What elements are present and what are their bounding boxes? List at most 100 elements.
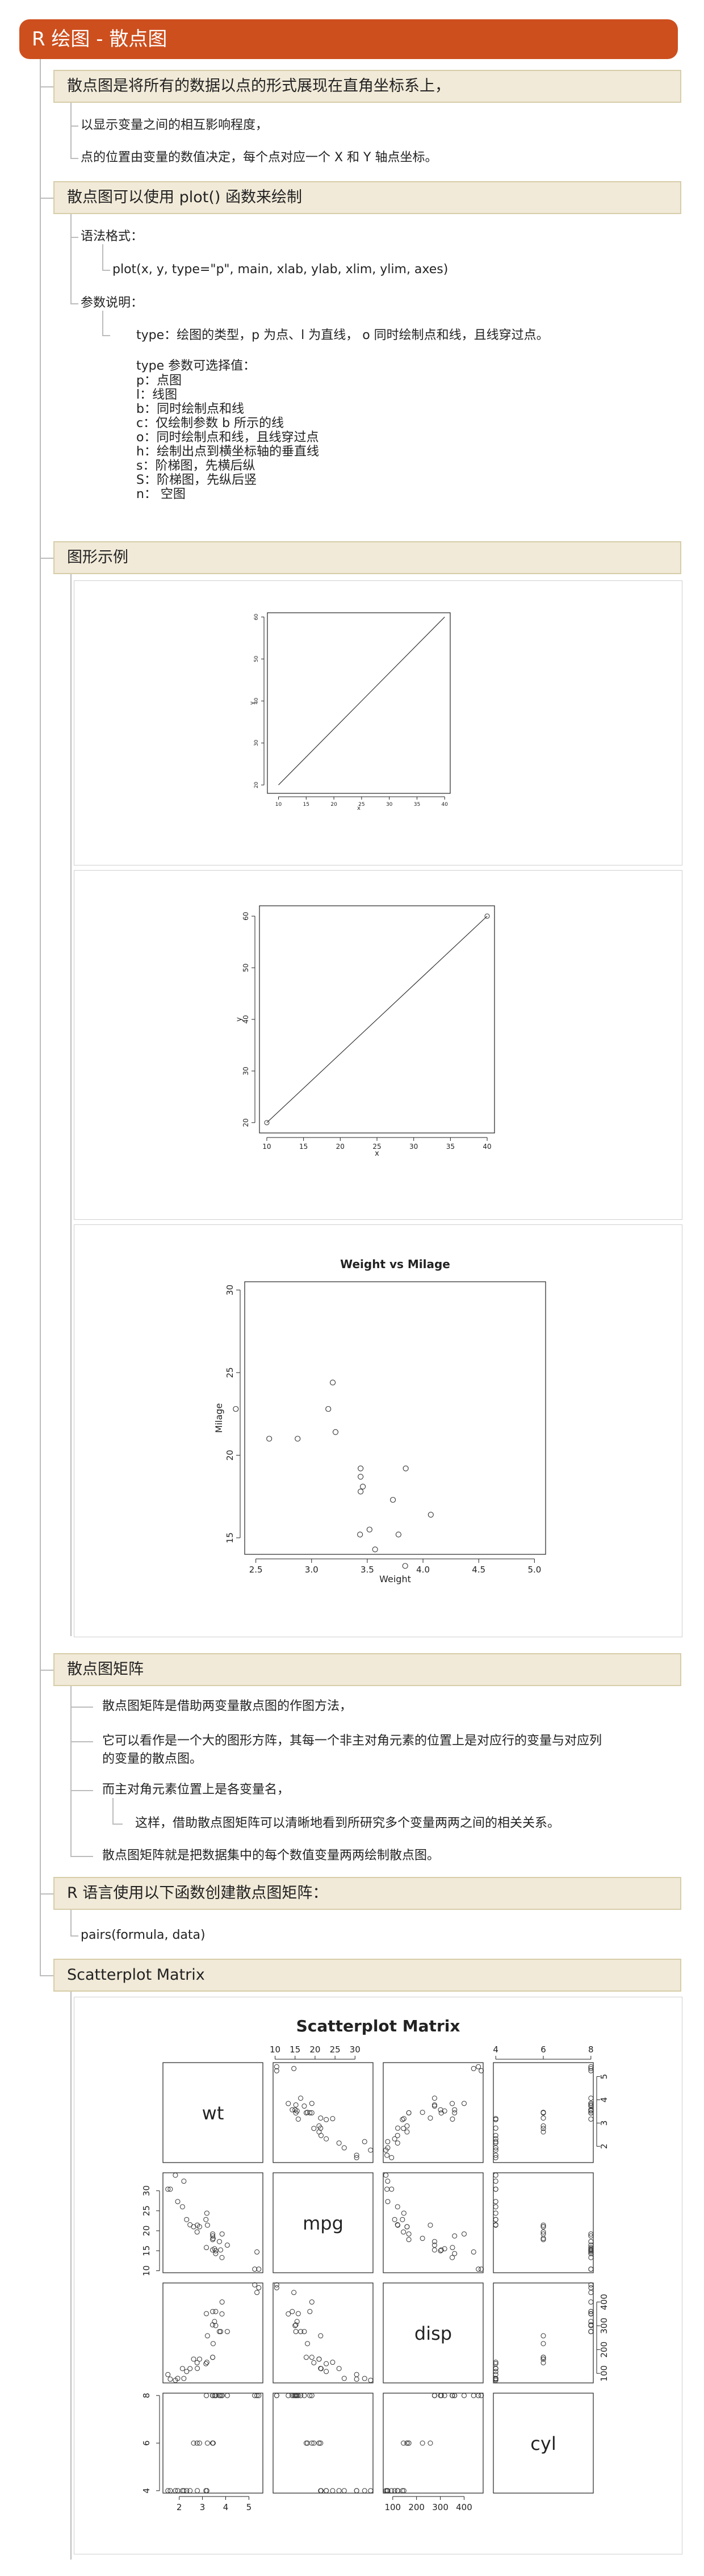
data-point: [358, 1488, 364, 1495]
data-point: [210, 2237, 216, 2243]
data-point: [167, 2488, 173, 2494]
y-tick-label: 40: [254, 697, 259, 704]
data-point: [256, 2266, 262, 2272]
data-point: [493, 2377, 498, 2383]
data-point: [291, 2290, 297, 2295]
data-point: [588, 2064, 594, 2069]
section-text: 而主对角元素位置上是各变量名，: [102, 1783, 290, 1797]
weight-vs-milage-chart: 2.5 3.0 3.5 4.0 4.5 5.0 15 20 25 30 Weight Milage We…: [213, 1257, 546, 1584]
x-tick-label: 10: [275, 802, 282, 808]
data-point: [493, 2132, 498, 2138]
data-point: [324, 2361, 329, 2366]
data-point: [385, 2199, 391, 2205]
x-tick-label: 5.0: [527, 1565, 541, 1575]
section-text: 散点图矩阵就是把数据集中的每个数值变量两两绘制散点图。: [102, 1849, 440, 1863]
data-point: [290, 2107, 295, 2113]
axis-tick-label: 25: [141, 2205, 152, 2216]
data-point: [588, 2309, 594, 2314]
data-point: [493, 2186, 498, 2192]
matrix-panel: [273, 2282, 374, 2383]
data-point: [336, 2140, 342, 2146]
data-point: [588, 2116, 594, 2122]
data-point: [303, 2355, 309, 2360]
data-point: [540, 2222, 546, 2228]
section-heading: 散点图是将所有的数据以点的形式展现在直角坐标系上，: [53, 70, 681, 103]
data-point: [295, 1436, 301, 1442]
data-point: [493, 2360, 498, 2365]
axis-tick-label: 400: [456, 2502, 472, 2512]
data-point: [493, 2204, 498, 2210]
tree-connector: [40, 1670, 53, 1671]
data-point: [493, 2125, 498, 2131]
data-point: [213, 2323, 219, 2328]
data-point: [266, 1436, 273, 1442]
data-point: [395, 2204, 400, 2210]
data-point: [431, 2247, 437, 2253]
x-tick-label: 15: [303, 802, 309, 808]
axis-tick-label: 6: [540, 2044, 546, 2055]
data-point: [438, 2107, 443, 2113]
data-point: [295, 2311, 301, 2316]
data-point: [256, 2393, 262, 2398]
data-point: [195, 2222, 200, 2228]
tree-connector: [70, 126, 78, 127]
x-tick-label: 4.0: [416, 1565, 430, 1575]
data-point: [588, 2096, 594, 2101]
section-text: 的变量的散点图。: [102, 1752, 203, 1766]
data-point: [324, 2488, 329, 2494]
data-point: [316, 2356, 322, 2362]
data-point: [184, 2369, 190, 2374]
chart-title: Weight vs Milage: [340, 1257, 450, 1271]
code-text: pairs(formula, data): [81, 1928, 206, 1942]
data-point: [471, 2393, 476, 2398]
axis-tick-label: 3: [200, 2502, 206, 2512]
x-tick-label: 3.0: [305, 1565, 319, 1575]
data-point: [295, 2116, 301, 2122]
tree-connector: [70, 103, 72, 158]
data-point: [336, 2366, 342, 2372]
x-tick-label: 25: [358, 802, 364, 808]
data-point: [256, 2285, 262, 2290]
data-point: [428, 2222, 433, 2228]
data-point: [218, 2393, 224, 2398]
type-option-item: b：同时绘制点和线: [136, 402, 244, 416]
data-point: [307, 2110, 313, 2115]
data-point: [194, 2440, 200, 2446]
data-point: [395, 2488, 401, 2494]
axis-tick-label: 300: [599, 2318, 609, 2334]
data-point: [588, 2107, 594, 2113]
matrix-panel: [162, 2172, 263, 2273]
data-point: [293, 2110, 299, 2116]
data-point: [204, 2393, 209, 2398]
data-point: [493, 2178, 498, 2184]
data-point: [442, 2393, 447, 2398]
data-point: [301, 2104, 307, 2109]
data-point: [385, 2145, 391, 2151]
data-point: [354, 2155, 359, 2160]
data-point: [493, 2365, 498, 2371]
matrix-panel: [493, 2062, 594, 2163]
data-point: [431, 2104, 437, 2109]
data-point: [401, 2229, 407, 2235]
data-point: [209, 2247, 215, 2253]
page-title: R 绘图 - 散点图: [19, 19, 678, 59]
data-point: [354, 2372, 359, 2377]
data-point: [224, 2242, 230, 2248]
section-text: 点的位置由变量的数值决定，每个点对应一个 X 和 Y 轴点坐标。: [81, 150, 438, 165]
matrix-panel: [273, 2062, 374, 2163]
data-point: [224, 2329, 230, 2335]
data-point: [383, 2172, 389, 2178]
data-point: [588, 2246, 594, 2252]
x-tick-label: 4.5: [472, 1565, 485, 1575]
data-point: [330, 2116, 336, 2122]
data-point: [431, 2096, 437, 2101]
x-tick-label: 2.5: [249, 1565, 263, 1575]
data-point: [438, 2248, 443, 2253]
section-text: 它可以看作是一个大的图形方阵，其每一个非主对角元素的位置上是对应行的变量与对应列: [102, 1734, 602, 1748]
line-chart-2: 10 15 20 25 30 35 40 20 30 40 50 60 x y: [235, 905, 495, 1158]
matrix-panel: [383, 2172, 484, 2273]
data-point: [330, 2360, 336, 2365]
data-point: [213, 2309, 219, 2314]
tree-connector: [40, 86, 53, 87]
data-point: [295, 2393, 301, 2398]
